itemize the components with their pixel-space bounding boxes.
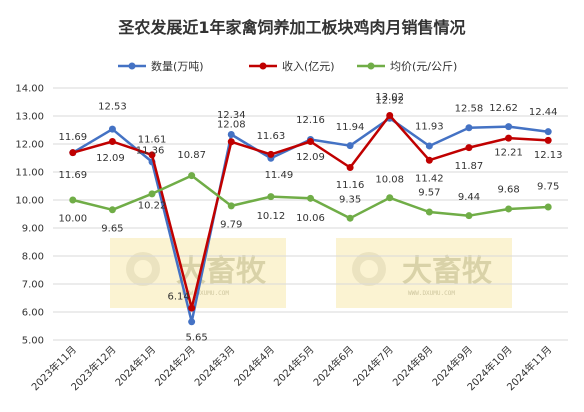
data-point — [109, 138, 116, 145]
watermark-url: WWW.DXUMU.COM — [408, 290, 455, 297]
data-point — [69, 149, 76, 156]
data-label: 6.14 — [168, 292, 190, 303]
y-tick-label: 9.00 — [22, 224, 44, 235]
data-label: 12.16 — [296, 115, 325, 126]
data-label: 12.09 — [296, 152, 325, 163]
data-label: 12.09 — [96, 153, 125, 164]
data-point — [347, 215, 354, 222]
data-label: 11.61 — [138, 134, 167, 145]
y-tick-label: 13.00 — [15, 112, 44, 123]
y-tick-label: 5.00 — [22, 336, 44, 347]
data-label: 12.58 — [455, 103, 484, 114]
y-tick-label: 8.00 — [22, 252, 44, 263]
data-label: 12.13 — [534, 150, 563, 161]
data-point — [426, 209, 433, 216]
watermark: 大畜牧WWW.DXUMU.COM — [336, 238, 512, 308]
data-point — [386, 112, 393, 119]
data-point — [465, 144, 472, 151]
data-point — [465, 212, 472, 219]
data-point — [188, 318, 195, 325]
data-label: 9.44 — [458, 192, 480, 203]
data-label: 9.68 — [497, 184, 519, 195]
data-label: 11.63 — [257, 131, 286, 142]
data-point — [228, 131, 235, 138]
data-label: 11.87 — [455, 161, 484, 172]
data-label: 10.06 — [296, 213, 325, 224]
data-point — [426, 157, 433, 164]
legend-marker — [260, 63, 267, 70]
data-label: 11.42 — [415, 174, 444, 185]
data-point — [228, 202, 235, 209]
data-point — [505, 135, 512, 142]
data-label: 12.62 — [489, 103, 518, 114]
data-point — [307, 195, 314, 202]
legend-marker — [368, 63, 375, 70]
data-point — [109, 126, 116, 133]
data-label: 11.94 — [336, 122, 365, 133]
legend-label: 均价(元/公斤) — [390, 60, 457, 73]
data-point — [267, 151, 274, 158]
data-label: 12.21 — [494, 148, 523, 159]
legend: 数量(万吨) 收入(亿元) 均价(元/公斤) — [118, 59, 457, 73]
data-label: 10.00 — [58, 214, 87, 225]
data-label: 10.12 — [257, 211, 286, 222]
y-tick-label: 12.00 — [15, 140, 44, 151]
data-point — [347, 142, 354, 149]
data-label: 5.65 — [186, 332, 208, 343]
legend-label: 数量(万吨) — [151, 60, 204, 73]
data-point — [386, 194, 393, 201]
data-point — [545, 204, 552, 211]
data-label: 11.36 — [136, 145, 165, 156]
data-point — [149, 190, 156, 197]
data-point — [267, 193, 274, 200]
data-point — [545, 128, 552, 135]
data-label: 10.87 — [177, 150, 206, 161]
y-tick-label: 11.00 — [15, 168, 44, 179]
legend-marker — [129, 63, 136, 70]
data-label: 9.35 — [339, 195, 361, 206]
data-label: 10.08 — [375, 174, 404, 185]
data-label: 12.53 — [98, 102, 127, 113]
data-point — [307, 138, 314, 145]
data-point — [426, 142, 433, 149]
data-label: 10.22 — [138, 200, 167, 211]
data-label: 11.49 — [265, 170, 294, 181]
data-label: 11.69 — [58, 170, 87, 181]
y-tick-label: 6.00 — [22, 308, 44, 319]
data-label: 11.93 — [415, 121, 444, 132]
data-point — [505, 205, 512, 212]
data-point — [347, 164, 354, 171]
data-point — [228, 138, 235, 145]
data-point — [188, 305, 195, 312]
data-point — [545, 137, 552, 144]
legend-label: 收入(亿元) — [282, 59, 335, 73]
data-label: 9.79 — [220, 219, 242, 230]
data-label: 9.75 — [537, 182, 559, 193]
y-tick-label: 10.00 — [15, 196, 44, 207]
data-point — [465, 124, 472, 131]
data-label: 11.69 — [58, 132, 87, 143]
y-tick-label: 7.00 — [22, 280, 44, 291]
chart-title: 圣农发展近1年家禽饲养加工板块鸡肉月销售情况 — [117, 18, 465, 37]
data-label: 12.08 — [217, 119, 246, 130]
data-label: 12.44 — [529, 107, 558, 118]
data-label: 13.02 — [375, 92, 404, 103]
data-point — [188, 172, 195, 179]
data-point — [109, 206, 116, 213]
data-label: 9.65 — [101, 223, 123, 234]
data-point — [69, 197, 76, 204]
data-point — [505, 123, 512, 130]
data-label: 9.57 — [418, 188, 440, 199]
y-tick-label: 14.00 — [15, 84, 44, 95]
data-label: 11.16 — [336, 180, 365, 191]
